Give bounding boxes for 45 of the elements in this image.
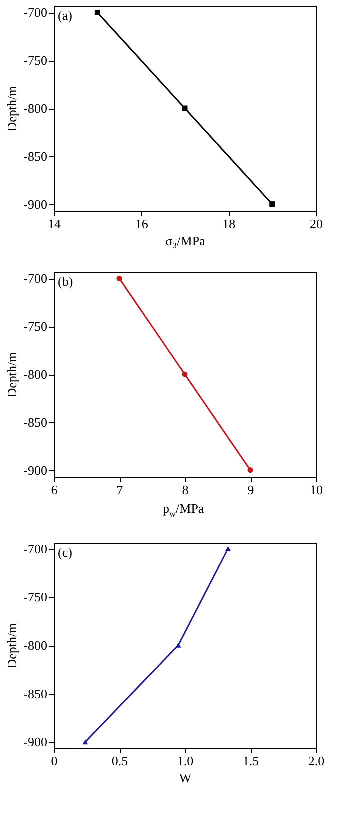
y-tick-label: -750 bbox=[24, 319, 48, 334]
point bbox=[248, 468, 254, 474]
y-tick-label: -900 bbox=[24, 734, 48, 750]
point bbox=[182, 372, 188, 378]
x-tick-label: 2.0 bbox=[308, 754, 325, 768]
annotation: (b) bbox=[58, 274, 74, 289]
x-tick-label: 9 bbox=[248, 482, 254, 498]
point bbox=[94, 10, 100, 16]
x-tick-label: 16 bbox=[135, 216, 149, 232]
x-tick-label: 20 bbox=[310, 216, 323, 232]
x-tick-label: 18 bbox=[222, 216, 236, 232]
y-tick-label: -700 bbox=[24, 5, 48, 20]
x-tick-label: 0.5 bbox=[112, 754, 128, 768]
x-tick-label: 14 bbox=[48, 216, 62, 232]
x-axis-title: σ₃/MPa bbox=[166, 234, 206, 248]
x-tick-label: 1.5 bbox=[242, 754, 260, 768]
point bbox=[116, 276, 122, 282]
y-tick-label: -850 bbox=[24, 148, 48, 164]
y-axis-title: Depth/m bbox=[4, 352, 20, 398]
y-tick-label: -750 bbox=[24, 590, 48, 605]
y-axis-title: Depth/m bbox=[4, 623, 20, 669]
x-tick-label: 6 bbox=[51, 482, 58, 498]
y-tick-label: -700 bbox=[24, 271, 48, 286]
y-tick-label: -800 bbox=[24, 638, 48, 653]
point bbox=[82, 740, 88, 745]
y-tick-label: -750 bbox=[24, 53, 48, 68]
x-tick-label: 7 bbox=[116, 482, 124, 498]
y-tick-label: -700 bbox=[24, 541, 48, 556]
y-tick-label: -900 bbox=[24, 196, 48, 212]
annotation: (c) bbox=[58, 545, 72, 560]
x-tick-label: 1.0 bbox=[177, 754, 194, 768]
y-tick-label: -800 bbox=[24, 367, 48, 382]
point bbox=[270, 202, 276, 208]
x-tick-label: 0 bbox=[51, 754, 58, 768]
x-tick-label: 10 bbox=[310, 482, 323, 498]
x-tick-label: 8 bbox=[182, 482, 189, 498]
y-tick-label: -900 bbox=[24, 462, 48, 478]
annotation: (a) bbox=[58, 8, 72, 23]
x-axis-title: W bbox=[179, 770, 192, 786]
y-axis-title: Depth/m bbox=[4, 86, 20, 132]
point bbox=[225, 546, 231, 552]
y-tick-label: -850 bbox=[24, 686, 48, 702]
y-tick-label: -800 bbox=[24, 101, 48, 116]
point bbox=[176, 643, 182, 648]
y-tick-label: -850 bbox=[24, 414, 48, 430]
